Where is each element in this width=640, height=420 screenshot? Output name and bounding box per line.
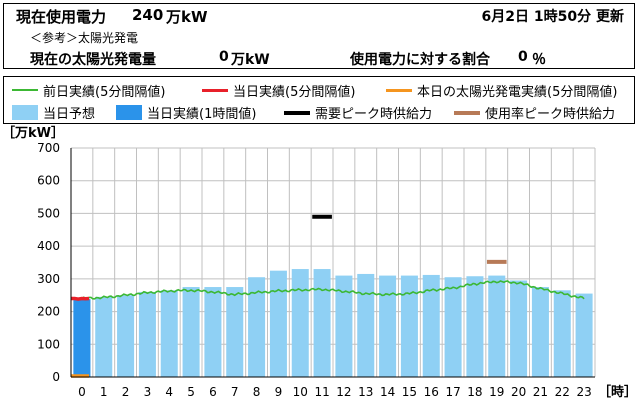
forecast-bar: [291, 269, 309, 377]
legend-usage-peak-swatch: [454, 111, 480, 115]
y-axis-label: ［万kW］: [2, 125, 64, 141]
y-tick-label: 100: [37, 337, 60, 351]
ratio-unit: ％: [532, 52, 546, 68]
legend-usage-peak-label: 使用率ピーク時供給力: [485, 107, 616, 122]
x-tick-label: 1: [100, 385, 108, 399]
legend-prev-day-swatch: [12, 89, 38, 91]
x-tick-label: 7: [231, 385, 239, 399]
x-tick-label: 19: [489, 385, 504, 399]
x-tick-label: 21: [533, 385, 548, 399]
legend-demand-peak-swatch: [284, 111, 310, 115]
y-tick-label: 300: [37, 272, 60, 286]
legend-today-5min-swatch: [202, 89, 228, 92]
forecast-bar: [226, 287, 244, 377]
x-tick-label: 22: [555, 385, 570, 399]
forecast-bar: [138, 291, 156, 377]
x-tick-label: 4: [165, 385, 173, 399]
summary-panel: 現在使用電力 240 万kW 6月2日 1時50分 更新 ＜参考＞太陽光発電 現…: [3, 3, 635, 69]
solar-unit: 万kW: [231, 52, 270, 68]
x-tick-label: 10: [293, 385, 308, 399]
x-tick-label: 11: [314, 385, 329, 399]
y-tick-label: 600: [37, 174, 60, 188]
forecast-bar: [95, 296, 113, 377]
forecast-bar: [444, 277, 462, 377]
forecast-bar: [488, 275, 506, 377]
x-tick-label: 13: [358, 385, 373, 399]
y-tick-label: 700: [37, 141, 60, 155]
forecast-bar: [422, 274, 440, 377]
forecast-bar: [510, 280, 528, 377]
x-tick-label: 3: [144, 385, 152, 399]
current-usage-label: 現在使用電力: [16, 8, 107, 26]
x-tick-label: 20: [511, 385, 526, 399]
prev-day-line: [81, 280, 585, 300]
forecast-bar: [531, 287, 549, 377]
x-tick-label: 12: [336, 385, 351, 399]
forecast-bar: [575, 293, 593, 377]
forecast-bar: [117, 295, 135, 377]
legend-solar-label: 本日の太陽光発電実績(5分間隔値): [417, 85, 618, 100]
legend-forecast-swatch: [12, 105, 38, 120]
y-tick-label: 400: [37, 239, 60, 253]
x-tick-label: 9: [275, 385, 283, 399]
forecast-bar: [204, 287, 222, 377]
forecast-bar: [379, 275, 397, 377]
x-tick-label: 23: [576, 385, 591, 399]
update-time: 6月2日 1時50分 更新: [481, 9, 624, 25]
x-axis-label: ［時］: [598, 384, 637, 400]
today-5min-line: [71, 296, 90, 301]
solar-label: 現在の太陽光発電量: [30, 52, 156, 68]
chart-legend: 前日実績(5分間隔値) 当日実績(5分間隔値) 本日の太陽光発電実績(5分間隔値…: [3, 76, 635, 124]
legend-forecast-label: 当日予想: [43, 107, 96, 122]
legend-today-5min-label: 当日実績(5分間隔値): [233, 85, 356, 100]
x-tick-label: 5: [187, 385, 195, 399]
legend-demand-peak-label: 需要ピーク時供給力: [315, 107, 433, 122]
legend-today-hourly-swatch: [116, 105, 142, 120]
solar-value: 0: [219, 49, 229, 65]
legend-prev-day-label: 前日実績(5分間隔値): [43, 85, 166, 100]
forecast-bar: [335, 275, 353, 377]
x-tick-label: 18: [467, 385, 482, 399]
forecast-bar: [160, 290, 178, 377]
forecast-bar: [553, 290, 571, 377]
y-tick-label: 0: [52, 370, 60, 384]
x-tick-label: 6: [209, 385, 217, 399]
x-tick-label: 0: [78, 385, 86, 399]
x-tick-label: 14: [380, 385, 395, 399]
x-tick-label: 8: [253, 385, 261, 399]
reference-note: ＜参考＞太陽光発電: [30, 31, 139, 45]
current-usage-value: 240: [132, 6, 164, 24]
actual-hourly-bar: [73, 299, 91, 377]
forecast-bar: [400, 275, 418, 377]
x-tick-label: 15: [402, 385, 417, 399]
x-tick-label: 2: [122, 385, 130, 399]
ratio-label: 使用電力に対する割合: [350, 52, 490, 68]
forecast-bar: [357, 273, 375, 377]
legend-solar-swatch: [386, 89, 412, 92]
forecast-bar: [182, 287, 200, 377]
y-tick-label: 200: [37, 305, 60, 319]
x-tick-label: 16: [424, 385, 439, 399]
legend-today-hourly-label: 当日実績(1時間値): [147, 107, 257, 122]
forecast-bar: [269, 270, 287, 377]
x-tick-label: 17: [445, 385, 460, 399]
forecast-bar: [466, 276, 484, 377]
ratio-value: 0: [518, 49, 528, 65]
y-tick-label: 500: [37, 206, 60, 220]
current-usage-unit: 万kW: [166, 8, 208, 26]
forecast-bar: [313, 269, 331, 377]
forecast-bar: [248, 277, 266, 377]
